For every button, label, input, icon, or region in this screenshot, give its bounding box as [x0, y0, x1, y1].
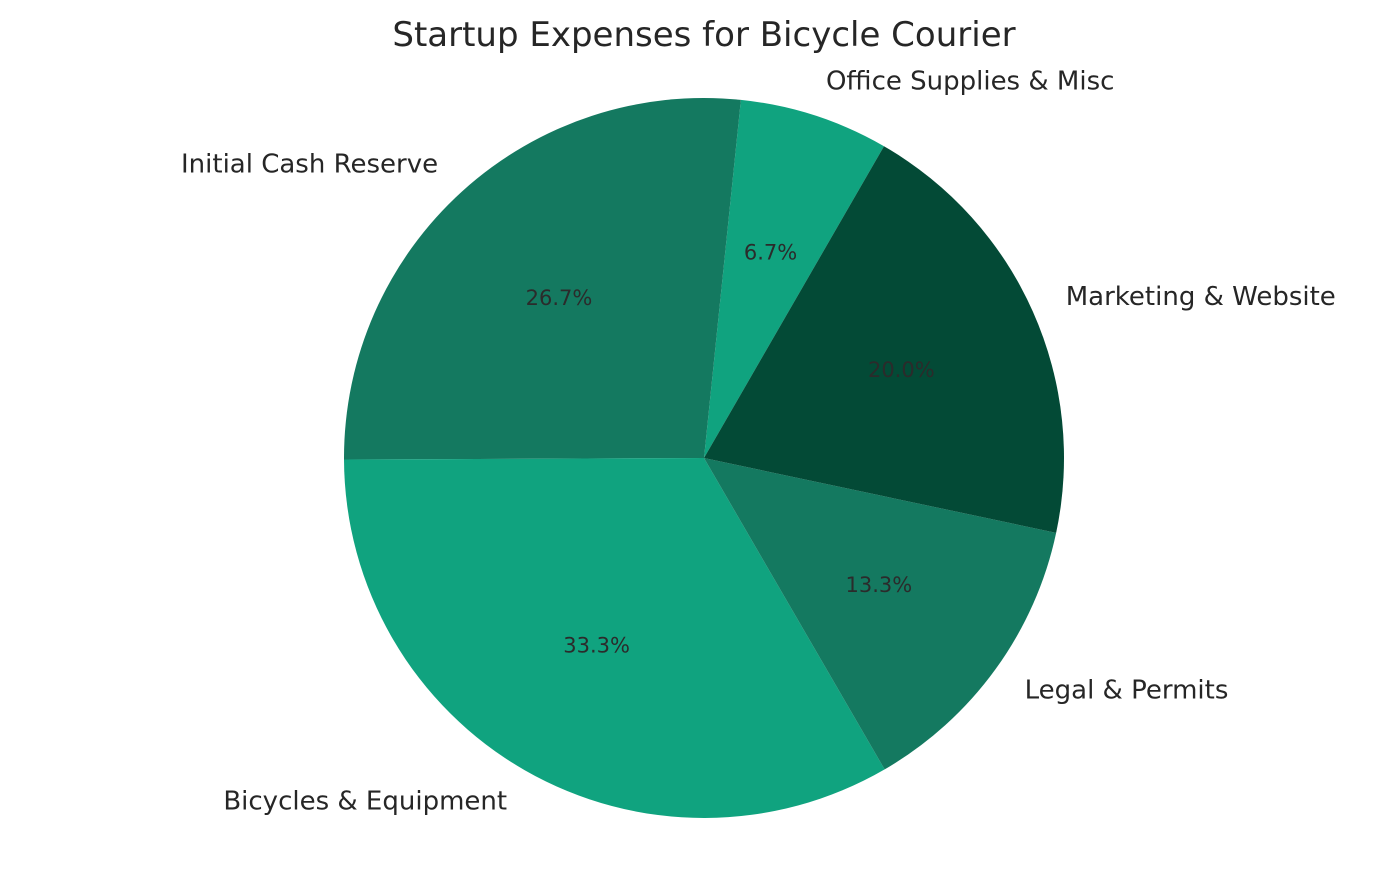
pie-slices — [344, 97, 1065, 819]
slice-label-bicycles-and-equipment: Bicycles & Equipment — [223, 787, 507, 817]
slice-label-office-supplies-and-misc: Office Supplies & Misc — [826, 66, 1114, 96]
pct-label-office-supplies-and-misc: 6.7% — [744, 241, 797, 265]
pct-label-bicycles-and-equipment: 33.3% — [563, 633, 630, 657]
slice-label-initial-cash-reserve: Initial Cash Reserve — [181, 150, 438, 180]
slice-labels: Office Supplies & Misc Initial Cash Reser… — [181, 66, 1336, 816]
percent-labels: 6.7% 26.7% 33.3% 13.3% 20.0% — [526, 241, 935, 658]
slice-label-legal-and-permits: Legal & Permits — [1025, 675, 1229, 705]
pie-slice-office-supplies-and-misc — [704, 99, 884, 458]
pie-slice-legal-and-permits — [704, 458, 1057, 770]
slice-label-marketing-and-website: Marketing & Website — [1066, 282, 1336, 312]
pct-label-marketing-and-website: 20.0% — [868, 358, 935, 382]
pie-slice-marketing-and-website — [704, 146, 1065, 533]
pie-slice-initial-cash-reserve — [344, 97, 741, 460]
pct-label-legal-and-permits: 13.3% — [846, 573, 913, 597]
chart-title: Startup Expenses for Bicycle Courier — [392, 15, 1015, 55]
pct-label-initial-cash-reserve: 26.7% — [526, 286, 593, 310]
pie-slice-bicycles-and-equipment — [344, 458, 885, 819]
